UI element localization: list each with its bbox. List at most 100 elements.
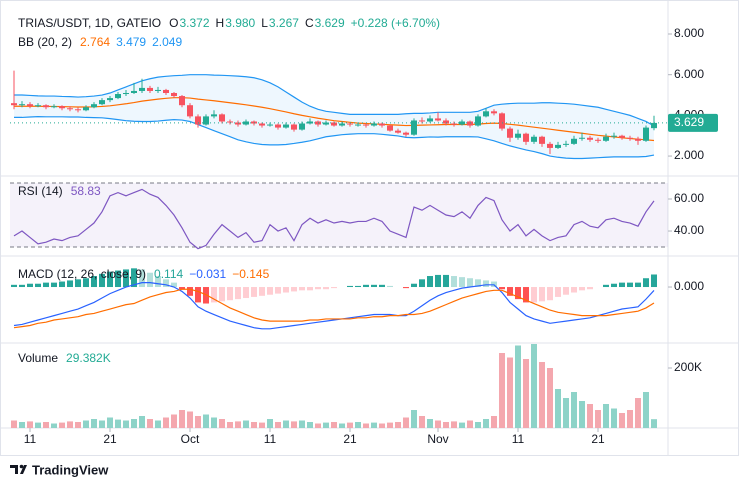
volume-bar xyxy=(19,422,25,428)
macd-histogram-bar xyxy=(579,287,585,291)
macd-histogram-bar xyxy=(187,287,193,296)
candle-body xyxy=(339,123,345,126)
volume-bar xyxy=(459,422,465,428)
candle-body xyxy=(555,144,561,148)
volume-bar xyxy=(67,421,73,428)
ohlc-value: 3.980 xyxy=(225,16,255,30)
candle-body xyxy=(323,122,329,125)
volume-bar xyxy=(99,420,105,428)
candle-body xyxy=(379,123,385,126)
volume-bar xyxy=(635,398,641,428)
bb-value: 2.764 xyxy=(80,35,110,49)
volume-bar xyxy=(555,389,561,428)
macd-histogram-bar xyxy=(323,287,329,290)
macd-value: 0.114 xyxy=(154,267,183,281)
macd-histogram-bar xyxy=(91,276,97,288)
bb-lower-line xyxy=(14,115,655,160)
candle-body xyxy=(651,122,657,129)
volume-bar xyxy=(563,398,569,428)
volume-bar xyxy=(499,353,505,428)
volume-bar xyxy=(275,422,281,428)
x-tick-label: 21 xyxy=(103,432,117,446)
macd-histogram-bar xyxy=(515,287,521,300)
y-tick-label: 6.000 xyxy=(674,67,704,81)
macd-histogram-bar xyxy=(571,287,577,293)
macd-histogram-bar xyxy=(435,274,441,288)
volume-bar xyxy=(43,422,49,428)
macd-histogram-bar xyxy=(627,282,633,288)
candle-body xyxy=(387,125,393,131)
candle-body xyxy=(267,124,273,126)
macd-histogram-bar xyxy=(235,287,241,300)
macd-histogram-bar xyxy=(427,276,433,288)
volume-bar xyxy=(347,422,353,428)
candle-body xyxy=(83,107,89,111)
volume-bar xyxy=(419,416,425,428)
volume-bar xyxy=(395,422,401,428)
macd-histogram-bar xyxy=(11,284,17,288)
macd-histogram-bar xyxy=(283,287,289,293)
macd-histogram-bar xyxy=(467,278,473,288)
macd-histogram-bar xyxy=(643,278,649,288)
candle-body xyxy=(347,123,353,125)
candle-body xyxy=(283,124,289,128)
volume-bar xyxy=(387,422,393,428)
candle-body xyxy=(627,137,633,139)
volume-bar xyxy=(299,420,305,428)
macd-histogram-bar xyxy=(371,284,377,288)
rsi-band-fill xyxy=(10,183,668,248)
volume-bar xyxy=(123,420,129,428)
macd-histogram-bar xyxy=(483,280,489,288)
ohlc-value: 3.372 xyxy=(179,16,209,30)
candle-body xyxy=(19,104,25,106)
macd-histogram-bar xyxy=(171,282,177,288)
candle-body xyxy=(411,120,417,135)
volume-bar xyxy=(339,423,345,428)
volume-bar xyxy=(603,404,609,428)
candle-body xyxy=(507,128,513,138)
candle-body xyxy=(99,100,105,105)
volume-bar xyxy=(539,362,545,428)
ohlc-label: H xyxy=(216,16,225,30)
bb-upper-line xyxy=(14,74,655,127)
ohlc-value: 3.267 xyxy=(269,16,299,30)
candle-body xyxy=(163,89,169,93)
macd-histogram-bar xyxy=(539,287,545,302)
candle-body xyxy=(331,122,337,126)
volume-bar xyxy=(323,422,329,428)
chart-frame xyxy=(0,0,739,456)
volume-bar xyxy=(147,419,153,428)
candle-body xyxy=(355,124,361,126)
macd-histogram-bar xyxy=(363,284,369,288)
macd-histogram-bar xyxy=(211,287,217,303)
volume-bar xyxy=(187,411,193,428)
macd-histogram-bar xyxy=(115,270,121,288)
macd-histogram-bar xyxy=(419,279,425,288)
candle-body xyxy=(603,136,609,141)
macd-histogram-bar xyxy=(243,287,249,299)
macd-histogram-bar xyxy=(99,273,105,288)
candle-body xyxy=(571,138,577,144)
candle-body xyxy=(27,104,33,107)
candle-body xyxy=(427,118,433,122)
macd-histogram-bar xyxy=(307,287,313,291)
candle-body xyxy=(67,108,73,110)
candle-body xyxy=(259,123,265,126)
bb-value: 3.479 xyxy=(116,35,146,49)
macd-histogram-bar xyxy=(355,285,361,288)
volume-bar xyxy=(211,417,217,428)
candle-body xyxy=(227,121,233,123)
macd-histogram-bar xyxy=(267,287,273,295)
candle-body xyxy=(491,111,497,114)
macd-histogram-bar xyxy=(83,278,89,288)
candle-body xyxy=(587,137,593,140)
macd-histogram-bar xyxy=(299,287,305,291)
candle-body xyxy=(523,133,529,142)
macd-histogram-bar xyxy=(587,287,593,290)
volume-bar xyxy=(195,416,201,428)
macd-label: MACD (12, 26, close, 9) xyxy=(18,267,146,281)
candle-body xyxy=(547,143,553,148)
volume-bar xyxy=(203,414,209,428)
macd-histogram-bar xyxy=(523,287,529,303)
